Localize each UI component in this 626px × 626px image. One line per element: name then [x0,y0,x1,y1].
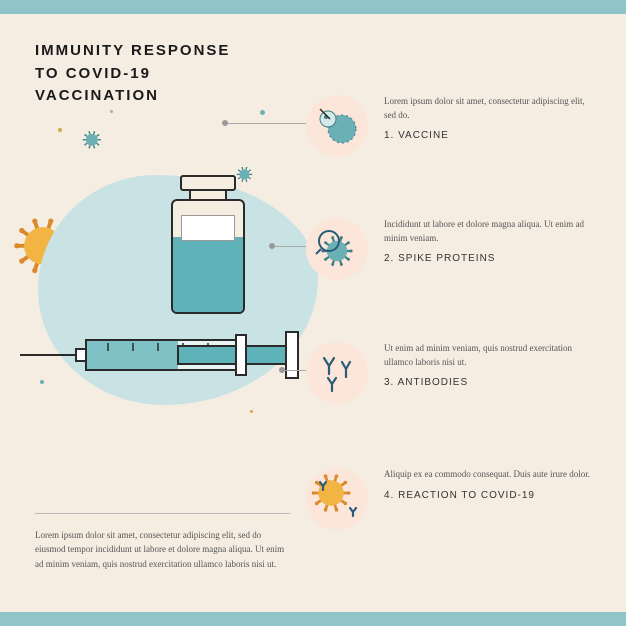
decor-dot [260,110,265,115]
step-body: Lorem ipsum dolor sit amet, consectetur … [384,95,596,122]
connector-dot [269,243,275,249]
antibodies-icon [306,342,368,404]
hero-illustration [28,145,338,425]
reaction-icon [306,468,368,530]
step-1: Lorem ipsum dolor sit amet, consectetur … [306,95,596,141]
connector-dot [222,120,228,126]
step-4: Aliquip ex ea commodo consequat. Duis au… [306,468,596,501]
step-3: Ut enim ad minim veniam, quis nostrud ex… [306,342,596,388]
step-label: 2. SPIKE PROTEINS [384,253,596,264]
step-label: 4. REACTION TO COVID-19 [384,490,596,501]
connector-line [272,246,310,247]
connector-line [225,123,310,124]
frame-top [0,0,626,14]
step-body: Ut enim ad minim veniam, quis nostrud ex… [384,342,596,369]
connector-dot [279,367,285,373]
step-body: Incididunt ut labore et dolore magna ali… [384,218,596,245]
spike-proteins-icon [306,218,368,280]
vaccine-cell-icon [306,95,368,157]
step-2: Incididunt ut labore et dolore magna ali… [306,218,596,264]
footer-text: Lorem ipsum dolor sit amet, consectetur … [35,513,290,571]
step-label: 1. VACCINE [384,130,596,141]
step-label: 3. ANTIBODIES [384,377,596,388]
page-title: IMMUNITY RESPONSE TO COVID-19 VACCINATIO… [35,40,255,108]
decor-dot [110,110,113,113]
frame-bottom [0,612,626,626]
step-body: Aliquip ex ea commodo consequat. Duis au… [384,468,596,482]
vaccine-vial-icon [168,175,248,320]
decor-dot [58,128,62,132]
